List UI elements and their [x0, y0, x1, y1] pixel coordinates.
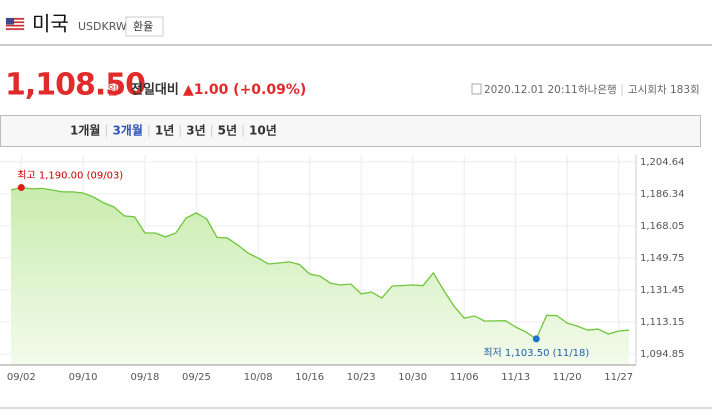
- line: [10, 186, 630, 340]
- y-tick-label: 1,204.64: [640, 157, 685, 168]
- button[interactable]: 환율: [133, 20, 153, 33]
- tab[interactable]: 3년: [186, 124, 205, 138]
- x-tick-label: 10/16: [295, 372, 324, 383]
- round: 고시회차 183회: [628, 84, 700, 96]
- price: 1,108.50: [5, 68, 145, 103]
- x-tick-label: 10/30: [398, 372, 427, 383]
- y-tick-label: 1,168.05: [640, 221, 685, 232]
- x-tick-label: 09/10: [69, 372, 98, 383]
- min-marker: [532, 335, 540, 343]
- x-tick-label: 10/23: [347, 372, 376, 383]
- code: USDKRW: [78, 20, 127, 33]
- tab[interactable]: 1년: [155, 124, 174, 138]
- tab-bar: [0, 115, 701, 147]
- icon: [471, 83, 482, 95]
- flag: [5, 17, 25, 31]
- x-tick-label: 11/06: [450, 372, 479, 383]
- x-tick-label: 10/08: [244, 372, 273, 383]
- unit: 원: [107, 84, 118, 98]
- change-label: 전일대비: [131, 82, 179, 98]
- min-label: 최저 1,103.50 (11/18): [483, 347, 589, 359]
- change: ▲1.00 (+0.09%): [183, 82, 306, 98]
- y-tick-label: 1,186.34: [640, 189, 685, 200]
- tab[interactable]: 10년: [249, 124, 277, 138]
- x-tick-label: 11/13: [501, 372, 530, 383]
- title: 미국: [32, 12, 69, 36]
- x-tick-label: 09/18: [130, 372, 159, 383]
- max-marker: [17, 184, 25, 192]
- x-tick-label: 11/27: [604, 372, 633, 383]
- x-tick-label: 11/20: [553, 372, 582, 383]
- max-label: 최고 1,190.00 (09/03): [17, 170, 123, 182]
- y-tick-label: 1,094.85: [640, 349, 685, 360]
- x-tick-label: 09/25: [182, 372, 211, 383]
- y-tick-label: 1,131.45: [640, 285, 685, 296]
- button-bg[interactable]: [125, 16, 164, 37]
- x-tick-label: 09/02: [7, 372, 36, 383]
- tab[interactable]: 3개월: [112, 123, 142, 138]
- y-tick-label: 1,149.75: [640, 253, 685, 264]
- timestamp: 2020.12.01 20:11: [484, 84, 578, 96]
- tab[interactable]: 5년: [218, 124, 237, 138]
- bank: 하나은행: [578, 83, 617, 96]
- y-tick-label: 1,113.15: [640, 317, 685, 328]
- tab[interactable]: 1개월: [70, 123, 100, 138]
